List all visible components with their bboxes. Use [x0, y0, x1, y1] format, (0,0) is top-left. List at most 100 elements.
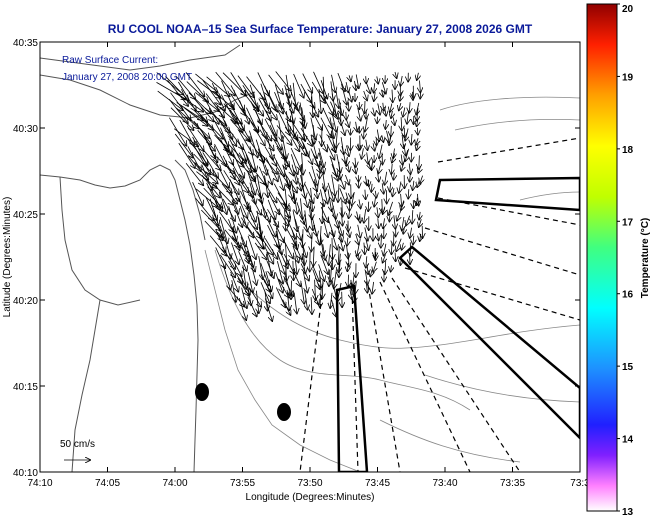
current-vector — [214, 174, 232, 193]
current-vector — [338, 235, 343, 251]
current-vector — [206, 76, 230, 96]
current-vector — [224, 236, 230, 258]
y-tick-label: 40:25 — [13, 210, 38, 221]
current-vector — [382, 82, 386, 93]
current-vector — [239, 242, 248, 263]
current-vector — [392, 153, 395, 162]
current-vector — [409, 102, 410, 113]
current-vector — [287, 289, 289, 310]
scale-label: 50 cm/s — [60, 439, 95, 450]
current-vector — [300, 102, 303, 126]
current-vector — [300, 127, 312, 146]
current-vector — [417, 180, 419, 187]
current-vector — [339, 188, 346, 203]
current-vector — [347, 262, 348, 271]
current-vector — [168, 98, 188, 123]
current-vector — [291, 229, 297, 250]
current-vector — [276, 251, 285, 274]
current-vector — [338, 184, 339, 202]
current-vector — [238, 173, 253, 197]
current-vector — [240, 217, 253, 238]
current-vector — [195, 73, 217, 92]
current-vector — [274, 91, 284, 113]
current-vector — [400, 75, 402, 86]
current-vector — [359, 199, 361, 209]
current-vector — [331, 174, 336, 196]
x-tick-label: 73:3 — [570, 478, 590, 489]
current-vector — [385, 171, 387, 185]
current-vector — [401, 161, 404, 171]
current-vector — [419, 219, 422, 227]
current-vector — [417, 127, 418, 135]
current-vector — [249, 130, 257, 158]
current-vector — [268, 74, 283, 94]
colorbar-ticks: 20 19 18 17 16 15 14 13 — [617, 3, 634, 518]
current-vector — [416, 102, 419, 115]
current-vector — [322, 216, 328, 237]
current-vector — [250, 121, 265, 146]
current-vector — [211, 83, 225, 110]
current-vector — [347, 224, 350, 237]
current-vector — [290, 91, 299, 111]
current-vector — [377, 233, 378, 241]
current-vector — [356, 233, 359, 245]
current-vector — [366, 139, 368, 150]
current-vector — [201, 147, 221, 170]
surface-current-vectors — [156, 71, 423, 321]
current-vector — [215, 247, 226, 268]
current-vector — [367, 264, 368, 275]
current-vector — [389, 135, 391, 145]
current-vector — [249, 192, 261, 215]
current-vector — [392, 89, 393, 103]
current-vector — [275, 165, 290, 186]
current-vector — [231, 280, 236, 302]
current-vector — [358, 224, 361, 238]
current-vector — [247, 170, 256, 195]
current-vector — [417, 143, 419, 150]
river-inlet — [59, 176, 141, 472]
current-vector — [349, 75, 351, 81]
current-vector — [420, 91, 421, 99]
current-vector — [242, 265, 247, 289]
current-vector — [285, 179, 293, 199]
current-vector — [232, 170, 249, 192]
current-vector — [292, 210, 297, 231]
current-vector — [300, 263, 309, 281]
current-vector — [230, 109, 242, 132]
current-vector — [272, 154, 284, 177]
current-vector — [420, 233, 421, 241]
current-vector — [249, 182, 256, 204]
current-vector — [337, 220, 343, 235]
current-vector — [193, 97, 214, 121]
current-vector — [364, 209, 366, 223]
current-vector — [408, 189, 409, 198]
current-vector — [176, 102, 203, 120]
current-vector — [358, 253, 359, 260]
current-vector — [264, 238, 277, 258]
current-vector — [282, 238, 293, 259]
current-vector — [167, 79, 189, 106]
current-vector — [291, 238, 301, 259]
current-vector — [403, 107, 405, 117]
current-vector — [266, 218, 275, 237]
current-vector — [336, 90, 339, 108]
y-tick-label: 40:35 — [13, 38, 38, 49]
current-vector — [393, 188, 395, 196]
current-vector — [229, 179, 240, 201]
current-vector — [355, 157, 356, 167]
current-vector — [322, 202, 323, 223]
current-vector — [247, 235, 256, 259]
current-vector — [187, 146, 201, 171]
current-vector — [388, 201, 393, 215]
current-vector — [237, 226, 246, 246]
current-vector — [264, 146, 276, 166]
current-vector — [311, 288, 318, 304]
x-tick-label: 73:45 — [365, 478, 390, 489]
current-vector — [232, 202, 243, 228]
current-vector — [246, 107, 258, 133]
current-vector — [292, 245, 299, 263]
current-vector — [302, 121, 305, 141]
current-vector — [259, 92, 270, 114]
current-vector — [294, 292, 297, 314]
current-vector — [410, 227, 412, 238]
